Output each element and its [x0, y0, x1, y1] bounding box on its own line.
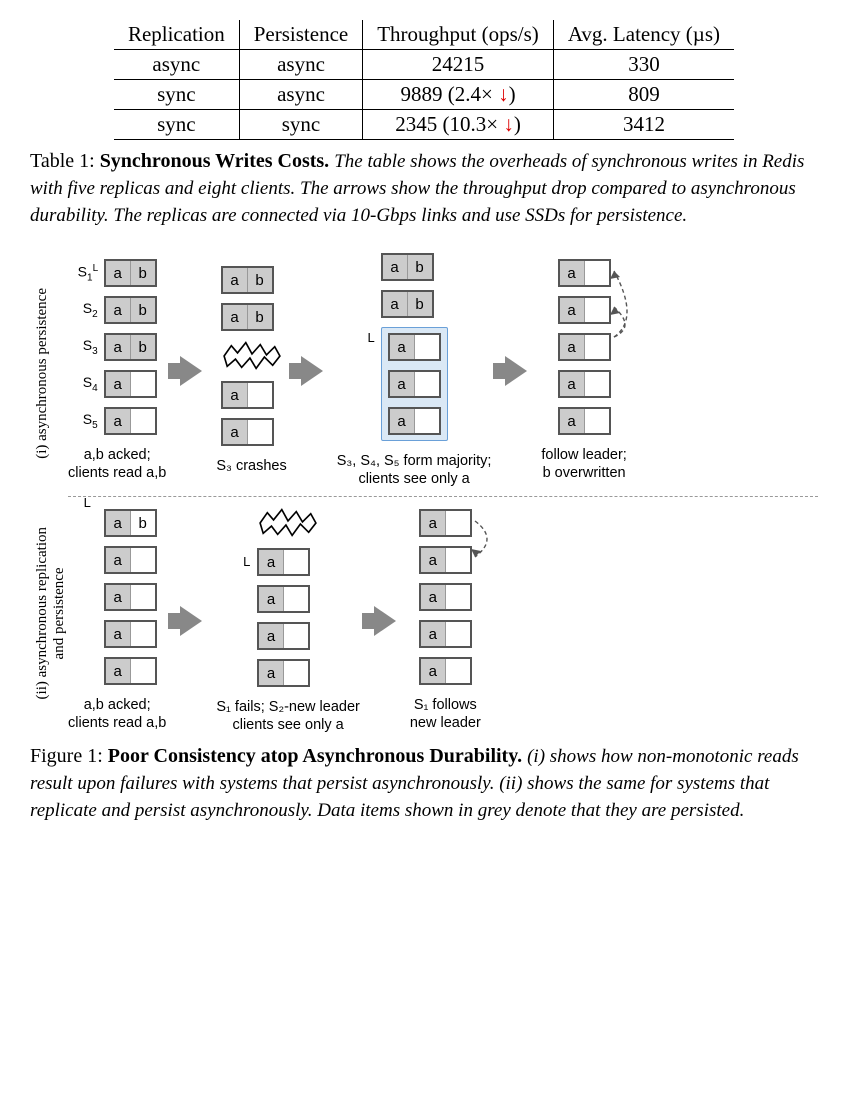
stage-label: S₃ crashes: [216, 457, 286, 475]
arrow-icon: [180, 356, 202, 386]
table-row: sync sync 2345 (10.3× ↓) 3412: [114, 110, 734, 140]
table-sync-writes: Replication Persistence Throughput (ops/…: [114, 20, 734, 140]
panel-ii-label: (ii) asynchronous replication and persis…: [30, 527, 68, 699]
server-label: S4: [78, 374, 98, 394]
log-cells: a: [558, 333, 611, 361]
col-latency: Avg. Latency (µs): [553, 20, 734, 50]
down-arrow-icon: ↓: [503, 112, 514, 136]
log-cells: a: [104, 546, 157, 574]
log-cells: a: [104, 407, 157, 435]
arrow-icon: [301, 356, 323, 386]
divider: [68, 496, 818, 497]
server-label: S2: [78, 300, 98, 320]
table-row: sync async 9889 (2.4× ↓) 809: [114, 80, 734, 110]
table-row: async async 24215 330: [114, 50, 734, 80]
log-cells: a: [419, 583, 472, 611]
arrow-icon: [505, 356, 527, 386]
server-label: S3: [78, 337, 98, 357]
cell-throughput-arrow: 2345 (10.3× ↓): [363, 110, 554, 140]
server-label: S1L: [78, 263, 98, 283]
stage-label: S₁ follows new leader: [410, 696, 481, 732]
log-cells: a: [419, 509, 472, 537]
log-cells: ab: [381, 253, 434, 281]
panel-i-label: (i) asynchronous persistence: [30, 288, 68, 459]
log-cells: a: [104, 583, 157, 611]
stage-label: follow leader; b overwritten: [541, 446, 626, 482]
log-cells: a: [104, 657, 157, 685]
panel-i: S1L ab S2 ab S3 ab S4 a S5 a a,b acked; clien…: [68, 253, 818, 488]
stage-label: a,b acked; clients read a,b: [68, 696, 166, 732]
log-cells: a: [221, 418, 274, 446]
col-throughput: Throughput (ops/s): [363, 20, 554, 50]
log-cells: a: [419, 546, 472, 574]
log-cells: ab: [221, 303, 274, 331]
leader-mark: L: [84, 495, 91, 510]
log-cells: ab: [221, 266, 274, 294]
dashed-arrow-icon: [610, 259, 650, 367]
log-cells: a: [257, 659, 310, 687]
figure-caption: Figure 1: Poor Consistency atop Asynchro…: [30, 743, 818, 824]
arrow-icon: [374, 606, 396, 636]
crash-icon: [257, 507, 319, 539]
arrow-icon: [180, 606, 202, 636]
log-cells: a: [104, 620, 157, 648]
log-cells: a: [104, 370, 157, 398]
panel-ii: SLab Sa Sa Sa Sa a,b acked; clients read…: [68, 507, 818, 734]
server-label: S5: [78, 411, 98, 431]
table-caption: Table 1: Synchronous Writes Costs. The t…: [30, 148, 818, 229]
log-cells: a: [388, 370, 441, 398]
leader-mark: L: [243, 554, 250, 569]
log-cells: a: [257, 585, 310, 613]
stage-label: S₃, S₄, S₅ form majority; clients see on…: [337, 452, 492, 488]
dashed-arrow-icon: [471, 509, 511, 579]
leader-mark: L: [368, 330, 375, 345]
log-cells: a: [558, 259, 611, 287]
log-cells: a: [558, 296, 611, 324]
log-cells: ab: [104, 333, 157, 361]
log-cells: ab: [104, 509, 157, 537]
log-cells: ab: [104, 259, 157, 287]
log-cells: a: [257, 622, 310, 650]
log-cells: ab: [381, 290, 434, 318]
col-persistence: Persistence: [239, 20, 362, 50]
stage-label: a,b acked; clients read a,b: [68, 446, 166, 482]
log-cells: a: [257, 548, 310, 576]
down-arrow-icon: ↓: [498, 82, 509, 106]
log-cells: ab: [104, 296, 157, 324]
log-cells: a: [419, 657, 472, 685]
log-cells: a: [388, 407, 441, 435]
figure-consistency: (i) asynchronous persistence (ii) asynch…: [30, 253, 818, 735]
crash-icon: [221, 340, 283, 372]
log-cells: a: [221, 381, 274, 409]
log-cells: a: [419, 620, 472, 648]
stage-label: S₁ fails; S₂-new leader clients see only…: [216, 698, 360, 734]
log-cells: a: [558, 370, 611, 398]
majority-box: L a a a: [381, 327, 448, 441]
log-cells: a: [558, 407, 611, 435]
cell-throughput-arrow: 9889 (2.4× ↓): [363, 80, 554, 110]
col-replication: Replication: [114, 20, 239, 50]
log-cells: a: [388, 333, 441, 361]
